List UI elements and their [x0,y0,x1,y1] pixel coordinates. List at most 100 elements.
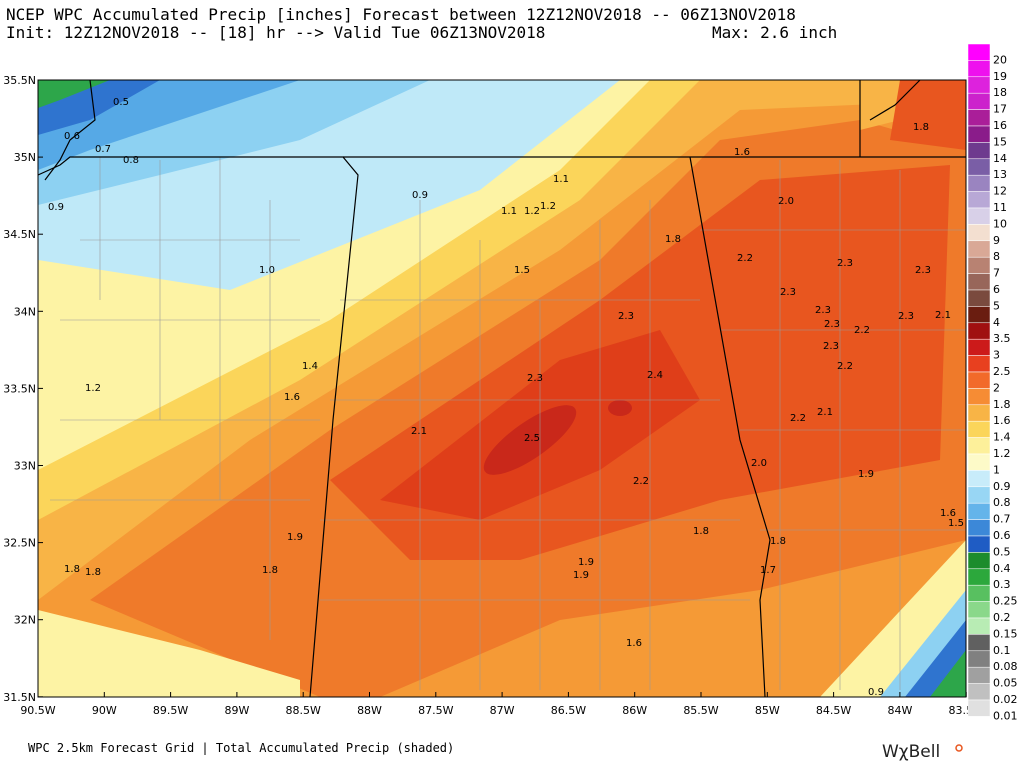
contour-label: 1.5 [514,265,530,276]
colorbar-label: 12 [993,185,1007,198]
colorbar-swatch [967,420,991,438]
colorbar-swatch [967,191,991,209]
colorbar-swatch [967,552,991,570]
contour-label: 0.9 [48,202,64,213]
colorbar-label: 0.25 [993,595,1018,608]
colorbar-swatch [967,92,991,110]
colorbar-swatch [967,240,991,258]
contour-label: 2.3 [915,265,931,276]
contour-label: 2.3 [823,341,839,352]
axis-labels: 35.5N 35N 34.5N 34N 33.5N 33N 32.5N 32N 31.5N90.… [3,74,984,717]
lon-label: 89.5W [153,704,188,717]
lon-label: 86.5W [551,704,586,717]
colorbar-swatch [967,125,991,143]
colorbar-label: 1.4 [993,431,1011,444]
colorbar-label: 16 [993,119,1007,132]
state-borders [37,79,966,698]
contour-label: 2.3 [837,258,853,269]
lon-label: 85W [755,704,780,717]
contour-label: 2.0 [778,196,794,207]
lat-label: 32.5N [3,537,36,550]
colorbar-label: 0.4 [993,562,1011,575]
contour-label: 2.2 [790,413,806,424]
title-line2: Init: 12Z12NOV2018 -- [18] hr --> Valid … [6,23,545,42]
lat-label: 35.5N [3,74,36,87]
lon-label: 84.5W [816,704,851,717]
colorbar-swatch [967,338,991,356]
county-lines [50,157,966,690]
colorbar-swatch [967,60,991,78]
colorbar-swatch [967,470,991,488]
colorbar-label: 3.5 [993,332,1011,345]
colorbar-swatch [967,388,991,406]
colorbar-label: 20 [993,53,1007,66]
logo-dot [955,744,963,752]
contour-label: 2.3 [527,373,543,384]
contour-label: 2.3 [780,287,796,298]
lat-label: 32N [14,614,36,627]
lon-label: 87W [490,704,515,717]
contour-label: 2.1 [411,426,427,437]
colorbar-label: 0.5 [993,545,1011,558]
colorbar-label: 0.8 [993,496,1011,509]
contour-label: 1.8 [913,122,929,133]
colorbar-label: 4 [993,316,1000,329]
lon-label: 88W [357,704,382,717]
contour-label: 1.1 [553,174,569,185]
colorbar-swatch [967,142,991,160]
lat-label: 31.5N [3,691,36,704]
colorbar-swatch [967,273,991,291]
colorbar-swatch [967,584,991,602]
colorbar-label: 5 [993,299,1000,312]
contour-label: 1.9 [858,469,874,480]
colorbar-label: 0.05 [993,677,1018,690]
contour-label: 2.2 [854,325,870,336]
contour-label: 2.5 [524,433,540,444]
colorbar-swatch [967,404,991,422]
colorbar-label: 0.15 [993,627,1018,640]
colorbar-label: 0.2 [993,611,1011,624]
contour-label: 1.8 [64,564,80,575]
lat-label: 33.5N [3,382,36,395]
colorbar-label: 8 [993,250,1000,263]
contour-label: 2.2 [633,476,649,487]
contour-label: 2.2 [837,361,853,372]
contour-label: 1.6 [284,392,300,403]
contour-label: 0.9 [868,687,884,698]
lon-label: 84W [887,704,912,717]
contour-label: 1.5 [948,518,964,529]
colorbar-swatch [967,371,991,389]
colorbar-swatch [967,502,991,520]
lon-label: 85.5W [683,704,718,717]
colorbar-swatch [967,355,991,373]
contour-label: 2.0 [751,458,767,469]
contour-label: 1.9 [287,532,303,543]
contour-label: 1.7 [760,565,776,576]
colorbar-label: 1.2 [993,447,1011,460]
colorbar-swatch [967,43,991,61]
colorbar-swatch [967,76,991,94]
contour-label: 1.8 [85,567,101,578]
contour-label: 1.1 [501,206,517,217]
contour-label: 1.9 [573,570,589,581]
contour-label: 1.8 [693,526,709,537]
colorbar-label: 18 [993,86,1007,99]
contour-label: 2.3 [815,305,831,316]
max-value: Max: 2.6 inch [712,23,837,42]
lon-label: 89W [224,704,249,717]
lat-label: 34.5N [3,228,36,241]
colorbar-swatch [967,109,991,127]
lon-label: 90.5W [20,704,55,717]
colorbar-swatch [967,289,991,307]
contour-label: 2.3 [618,311,634,322]
colorbar-swatch [967,207,991,225]
contour-label: 0.6 [64,131,80,142]
colorbar-label: 2.5 [993,365,1011,378]
colorbar-label: 0.02 [993,693,1018,706]
contour-label: 1.8 [262,565,278,576]
lat-label: 34N [14,305,36,318]
contour-label: 1.6 [940,508,956,519]
colorbar-swatch [967,634,991,652]
footer-text: WPC 2.5km Forecast Grid | Total Accumula… [28,741,454,755]
